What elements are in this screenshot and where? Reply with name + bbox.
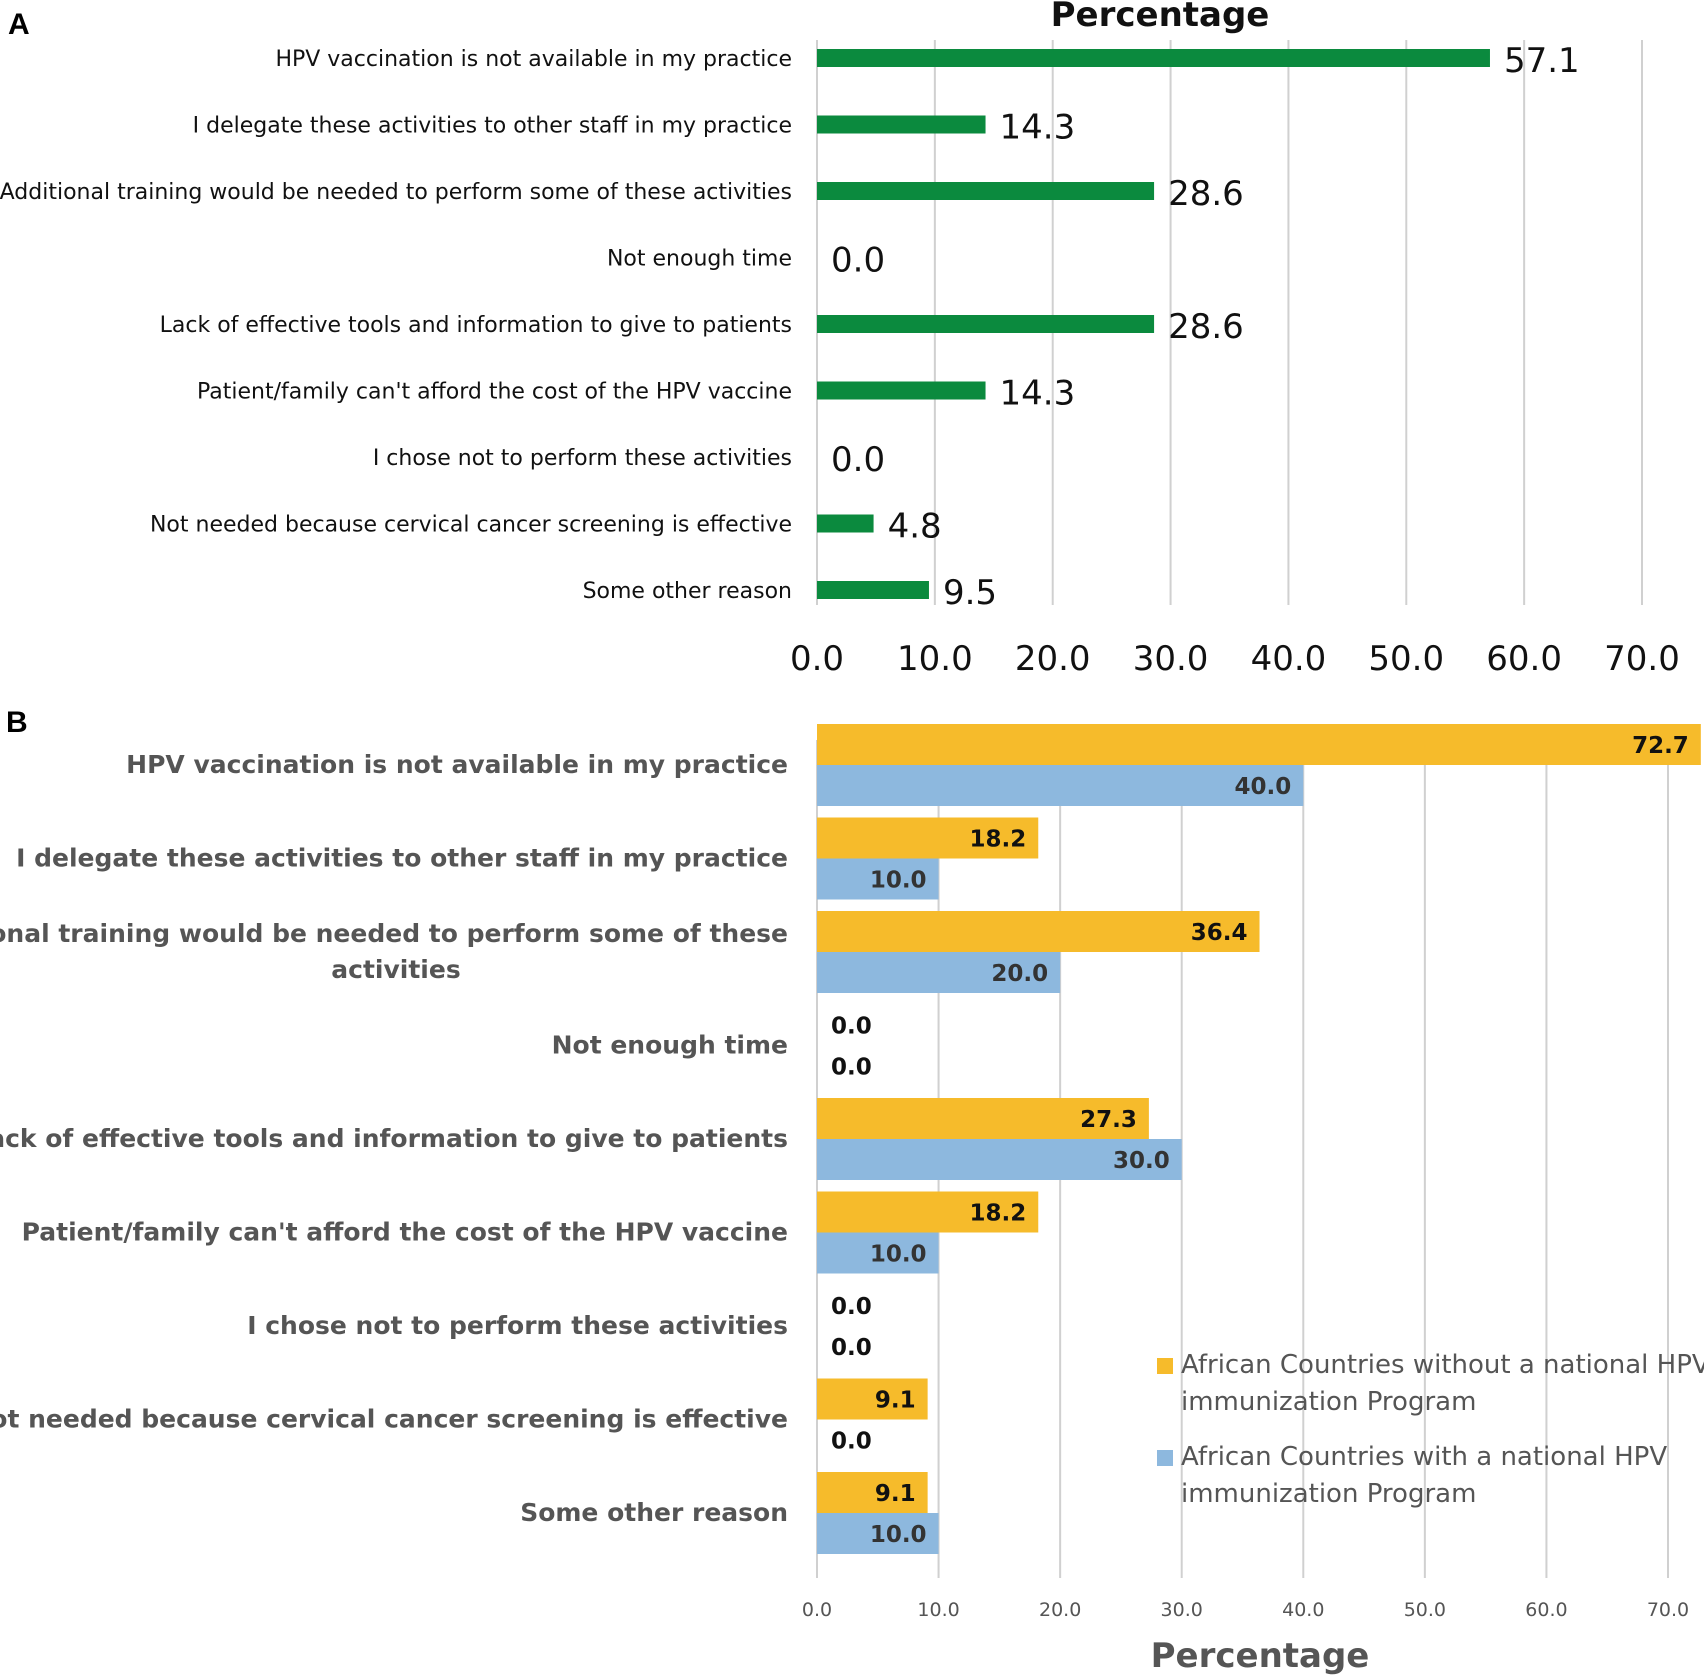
b-data-label: 30.0 (1113, 1148, 1170, 1174)
panel-b-label: B (6, 706, 28, 739)
a-bar (817, 182, 1155, 200)
a-x-tick-label: 60.0 (1486, 639, 1562, 679)
a-bar (817, 49, 1490, 67)
b-data-label: 0.0 (831, 1014, 872, 1040)
a-chart-title: Percentage (1051, 0, 1270, 35)
b-x-axis-title: Percentage (1151, 1636, 1370, 1675)
b-data-label: 40.0 (1235, 774, 1292, 800)
b-bar-with-program (817, 765, 1304, 806)
b-bar-without-program (817, 1098, 1149, 1139)
b-data-label: 9.1 (875, 1481, 916, 1507)
b-category-label: Lack of effective tools and information … (0, 1124, 788, 1153)
b-bar-with-program (817, 1139, 1182, 1180)
a-data-label: 14.3 (1000, 374, 1076, 414)
a-category-label: Not needed because cervical cancer scree… (150, 513, 792, 538)
a-bar (817, 115, 986, 134)
b-bar-with-program (817, 1232, 939, 1274)
b-bar-with-program (817, 952, 1061, 993)
b-category-label: activities (331, 955, 460, 984)
b-bar-without-program (817, 1378, 928, 1420)
a-data-label: 0.0 (831, 440, 885, 480)
a-data-label: 9.5 (943, 573, 997, 613)
b-data-label: 27.3 (1080, 1107, 1137, 1133)
b-data-label: 20.0 (991, 961, 1048, 987)
panel-b-chart: 0.0 10.0 20.0 30.0 40.0 50.0 60.0 70.0 Percentag… (0, 724, 1704, 1675)
b-legend-label: African Countries with a national HPV (1181, 1442, 1667, 1472)
a-bar (817, 381, 986, 400)
b-data-label: 10.0 (870, 1522, 927, 1548)
b-data-label: 36.4 (1191, 920, 1248, 946)
b-legend-swatch-without (1157, 1358, 1173, 1374)
b-category-label: HPV vaccination is not available in my p… (126, 750, 788, 779)
a-x-tick-label: 50.0 (1368, 639, 1444, 679)
b-legend-label: immunization Program (1181, 1479, 1476, 1509)
a-x-tick-label: 30.0 (1133, 639, 1209, 679)
b-bar-with-program (817, 858, 939, 900)
b-x-tick-label: 60.0 (1525, 1599, 1567, 1621)
b-data-label: 0.0 (831, 1294, 872, 1320)
a-category-label: I delegate these activities to other sta… (193, 114, 792, 139)
b-data-label: 72.7 (1632, 733, 1689, 759)
a-bar (817, 315, 1155, 333)
a-category-label: HPV vaccination is not available in my p… (275, 47, 792, 72)
b-bar-without-program (817, 1191, 1039, 1233)
b-data-label: 0.0 (831, 1429, 872, 1455)
b-x-tick-label: 70.0 (1647, 1599, 1689, 1621)
a-bar (817, 581, 929, 599)
a-category-label: Lack of effective tools and information … (160, 313, 792, 338)
a-x-tick-label: 0.0 (790, 639, 844, 679)
b-x-tick-label: 50.0 (1404, 1599, 1446, 1621)
a-x-tick-label: 70.0 (1604, 639, 1680, 679)
b-data-label: 0.0 (831, 1055, 872, 1081)
b-bar-without-program (817, 817, 1039, 859)
a-data-label: 14.3 (1000, 108, 1076, 148)
b-category-label: I delegate these activities to other sta… (16, 844, 788, 873)
b-data-label: 10.0 (870, 868, 927, 894)
a-data-label: 57.1 (1504, 41, 1580, 81)
a-data-label: 28.6 (1168, 174, 1244, 214)
a-x-tick-label: 10.0 (897, 639, 973, 679)
b-x-tick-label: 40.0 (1282, 1599, 1324, 1621)
a-category-label: Some other reason (583, 579, 792, 604)
b-data-label: 0.0 (831, 1335, 872, 1361)
b-x-tick-label: 20.0 (1039, 1599, 1081, 1621)
b-x-tick-label: 0.0 (802, 1599, 832, 1621)
b-category-label: Some other reason (520, 1498, 788, 1527)
a-category-label: Patient/family can't afford the cost of … (197, 380, 792, 405)
panel-a-label: A (8, 8, 30, 41)
a-data-label: 4.8 (888, 507, 942, 547)
b-x-tick-label: 30.0 (1161, 1599, 1203, 1621)
a-x-tick-label: 40.0 (1251, 639, 1327, 679)
b-bar-without-program (817, 1472, 928, 1513)
b-x-tick-label: 10.0 (917, 1599, 959, 1621)
b-category-label: I chose not to perform these activities (247, 1311, 788, 1340)
b-bar-without-program (817, 724, 1701, 765)
a-category-label: Additional training would be needed to p… (0, 180, 792, 205)
a-bar (817, 514, 874, 533)
a-data-label: 28.6 (1168, 307, 1244, 347)
a-x-tick-label: 20.0 (1015, 639, 1091, 679)
b-category-label: Not enough time (552, 1031, 788, 1060)
b-data-label: 9.1 (875, 1388, 916, 1414)
b-category-label: Not needed because cervical cancer scree… (0, 1405, 788, 1434)
b-bar-without-program (817, 911, 1260, 952)
b-bar-with-program (817, 1513, 939, 1554)
b-legend-swatch-with (1157, 1450, 1173, 1466)
a-category-label: Not enough time (607, 247, 792, 272)
b-data-label: 18.2 (970, 1201, 1027, 1227)
b-data-label: 18.2 (970, 827, 1027, 853)
b-data-label: 10.0 (870, 1242, 927, 1268)
a-category-label: I chose not to perform these activities (373, 446, 792, 471)
a-data-label: 0.0 (831, 241, 885, 281)
b-legend-label: African Countries without a national HPV (1181, 1350, 1704, 1380)
b-category-label: Patient/family can't afford the cost of … (22, 1218, 788, 1247)
b-category-label: Additional training would be needed to p… (0, 919, 788, 948)
b-legend-label: immunization Program (1181, 1387, 1476, 1417)
panel-a-chart: 0.0 10.0 20.0 30.0 40.0 50.0 60.0 70.0 Percentag… (0, 0, 1680, 679)
